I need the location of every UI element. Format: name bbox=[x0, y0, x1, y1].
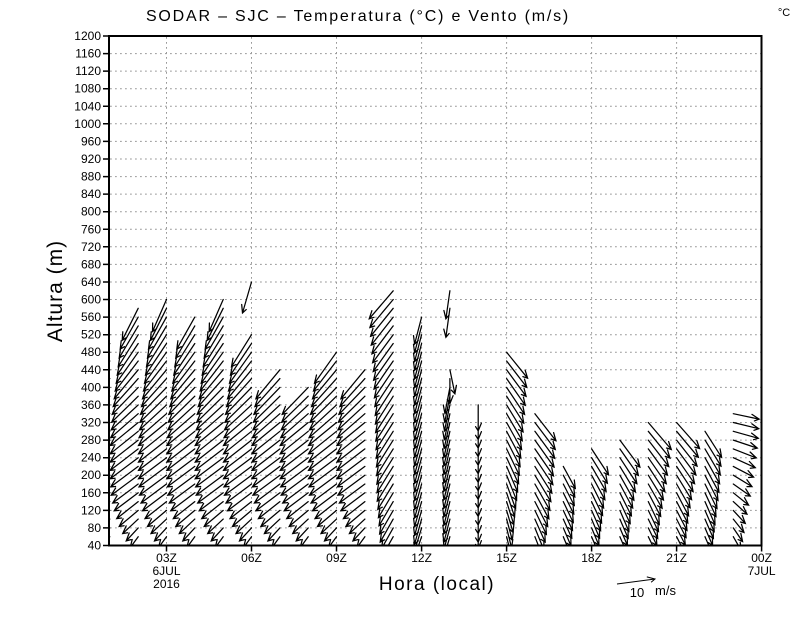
svg-text:1040: 1040 bbox=[74, 99, 101, 113]
svg-text:1160: 1160 bbox=[75, 47, 101, 61]
svg-text:440: 440 bbox=[81, 363, 101, 377]
svg-text:800: 800 bbox=[81, 205, 101, 219]
svg-text:18Z: 18Z bbox=[581, 551, 602, 565]
svg-text:160: 160 bbox=[81, 486, 101, 500]
svg-text:520: 520 bbox=[81, 328, 101, 342]
svg-text:760: 760 bbox=[81, 222, 101, 236]
svg-text:120: 120 bbox=[81, 503, 101, 517]
svg-text:480: 480 bbox=[81, 345, 101, 359]
svg-text:360: 360 bbox=[81, 398, 101, 412]
svg-text:1200: 1200 bbox=[74, 29, 101, 43]
svg-text:Hora (local): Hora (local) bbox=[379, 574, 495, 595]
svg-text:2016: 2016 bbox=[153, 577, 180, 591]
svg-text:1080: 1080 bbox=[74, 82, 101, 96]
svg-text:200: 200 bbox=[81, 468, 101, 482]
svg-text:280: 280 bbox=[81, 433, 101, 447]
svg-text:12Z: 12Z bbox=[411, 551, 432, 565]
svg-text:15Z: 15Z bbox=[496, 551, 517, 565]
svg-text:240: 240 bbox=[81, 451, 101, 465]
svg-text:00Z: 00Z bbox=[751, 551, 772, 565]
svg-text:03Z: 03Z bbox=[156, 551, 177, 565]
svg-text:720: 720 bbox=[81, 240, 101, 254]
svg-text:10: 10 bbox=[630, 585, 644, 600]
svg-text:SODAR – SJC – Temperatura (°C): SODAR – SJC – Temperatura (°C) e Vento (… bbox=[146, 8, 570, 25]
svg-text:1120: 1120 bbox=[75, 64, 101, 78]
svg-text:600: 600 bbox=[81, 293, 101, 307]
svg-text:840: 840 bbox=[81, 187, 101, 201]
svg-text:m/s: m/s bbox=[655, 583, 676, 598]
svg-text:960: 960 bbox=[81, 134, 101, 148]
svg-text:640: 640 bbox=[81, 275, 101, 289]
svg-text:06Z: 06Z bbox=[241, 551, 262, 565]
svg-text:09Z: 09Z bbox=[326, 551, 347, 565]
svg-text:°C: °C bbox=[778, 7, 790, 19]
svg-text:680: 680 bbox=[81, 257, 101, 271]
svg-text:320: 320 bbox=[81, 416, 101, 430]
svg-text:21Z: 21Z bbox=[666, 551, 687, 565]
svg-text:1000: 1000 bbox=[74, 117, 101, 131]
svg-text:40: 40 bbox=[88, 539, 102, 553]
svg-text:7JUL: 7JUL bbox=[748, 564, 776, 578]
svg-text:880: 880 bbox=[81, 170, 101, 184]
svg-text:400: 400 bbox=[81, 380, 101, 394]
svg-text:6JUL: 6JUL bbox=[152, 564, 180, 578]
svg-text:80: 80 bbox=[88, 521, 102, 535]
svg-text:Altura (m): Altura (m) bbox=[44, 240, 67, 342]
svg-text:560: 560 bbox=[81, 310, 101, 324]
svg-text:920: 920 bbox=[81, 152, 101, 166]
